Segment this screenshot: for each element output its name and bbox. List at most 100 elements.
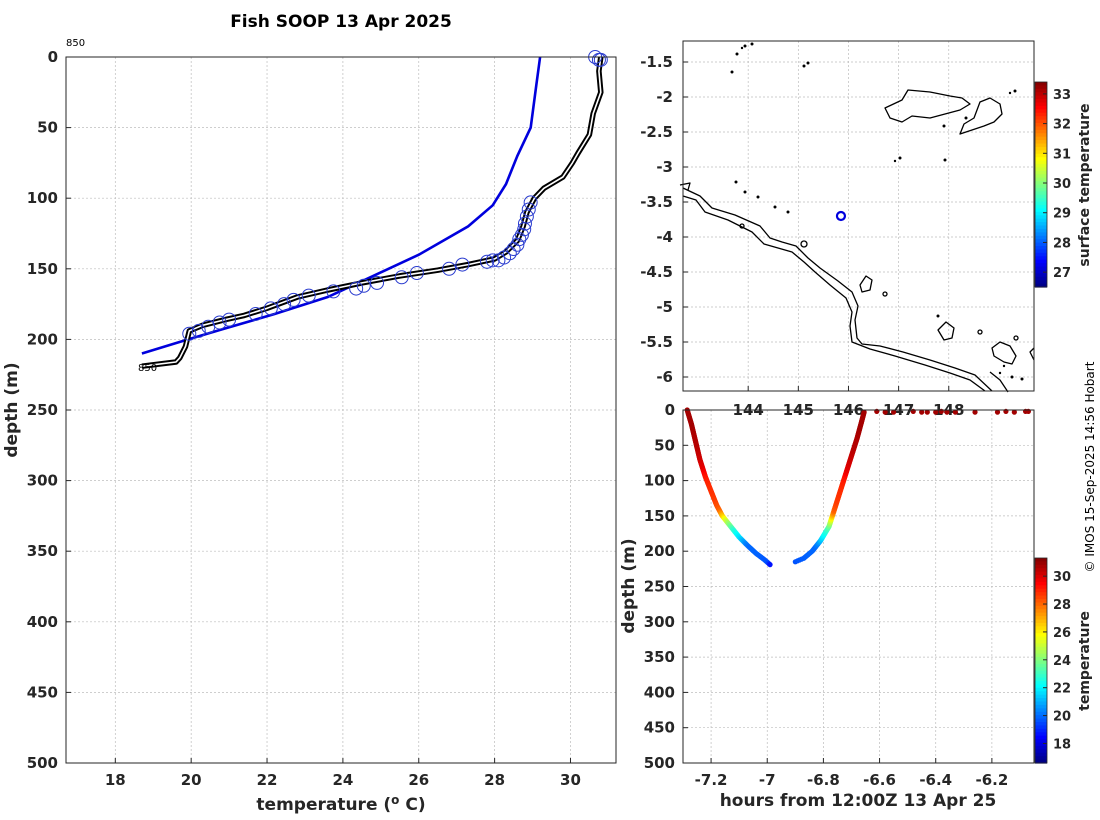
surface-temperature-colorbar-tick-label: 32 <box>1053 118 1071 133</box>
map-ytick-label: -6 <box>656 368 673 386</box>
surface-temperature-colorbar-swatch <box>1035 119 1047 124</box>
coastline-outer <box>682 187 993 392</box>
flagged-point <box>510 237 525 252</box>
profile-axes-box <box>65 56 617 764</box>
map-ticks: 144145146147148-1.5-2-2.5-3-3.5-4-4.5-5-… <box>640 53 964 419</box>
flagged-point <box>506 242 521 257</box>
temperature-colorbar-swatch <box>1035 616 1047 621</box>
temperature-colorbar-swatch <box>1035 722 1047 727</box>
depth-time-ytick-label: 450 <box>644 719 675 737</box>
coast-se <box>989 371 1009 393</box>
flagged-point <box>349 281 364 296</box>
surface-temperature-colorbar-swatch <box>1035 85 1047 90</box>
surface-point <box>919 409 925 415</box>
temperature-colorbar-swatch <box>1035 732 1047 737</box>
profile-xtick-label: 24 <box>332 771 353 789</box>
temperature-colorbar-tick-label: 28 <box>1053 598 1071 613</box>
map-ytick-label: -2.5 <box>640 123 673 141</box>
depth-time-xtick-label: -7 <box>759 771 776 789</box>
surface-temperature-colorbar-label: surface temperature <box>1077 103 1093 266</box>
surface-point <box>933 409 939 415</box>
depth-time-ticks: -7.2 -7 -6.8 -6.6 -6.4 -6.2 0 50 100 150 200 250 300… <box>644 401 1009 789</box>
depth-time-ylabel: depth (m) <box>619 538 639 633</box>
depth-time-ytick-label: 50 <box>654 436 675 454</box>
temperature-colorbar-swatch <box>1035 592 1047 597</box>
temperature-colorbar-swatch <box>1035 640 1047 645</box>
temperature-colorbar-swatch <box>1035 633 1047 638</box>
temperature-colorbar-swatch <box>1035 575 1047 580</box>
surface-temperature-colorbar-swatch <box>1035 242 1047 247</box>
island-east <box>959 97 1003 135</box>
flagged-point <box>263 301 278 316</box>
surface-temperature-colorbar-swatch <box>1035 95 1047 100</box>
surface-temperature-colorbar-swatch <box>1035 283 1047 288</box>
surface-temperature-colorbar-swatch <box>1035 133 1047 138</box>
surface-temperature-colorbar-swatch <box>1035 225 1047 230</box>
profile-annotation-top: 850 <box>66 38 85 49</box>
temperature-colorbar-swatch <box>1035 701 1047 706</box>
profile-xtick-label: 20 <box>181 771 202 789</box>
surface-point <box>924 409 930 415</box>
climatology-line <box>141 56 542 355</box>
temperature-colorbar-tick-label: 26 <box>1053 626 1071 641</box>
profile-ylabel: depth (m) <box>2 362 22 457</box>
surface-temperature-colorbar-tick-label: 33 <box>1053 88 1071 103</box>
surface-temperature-colorbar-swatch <box>1035 170 1047 175</box>
surface-temperature-colorbar-swatch <box>1035 205 1047 210</box>
flagged-point <box>491 253 506 268</box>
surface-point <box>1011 409 1017 415</box>
temperature-colorbar-swatch <box>1035 602 1047 607</box>
profile-xlabel: temperature (o C) <box>256 793 425 815</box>
island-e1 <box>991 341 1017 365</box>
depth-time-xtick-label: -6.4 <box>919 771 952 789</box>
profile-ytick-label: 50 <box>37 119 58 137</box>
surface-temperature-colorbar-swatch <box>1035 167 1047 172</box>
temperature-colorbar-swatch <box>1035 718 1047 723</box>
surface-temperature-colorbar-swatch <box>1035 208 1047 213</box>
map-ytick-label: -5 <box>656 298 673 316</box>
temperature-colorbar-swatch <box>1035 674 1047 679</box>
temperature-colorbar-tick-label: 18 <box>1053 737 1071 752</box>
profile-xtick-label: 30 <box>560 771 581 789</box>
surface-temperature-colorbar-swatch <box>1035 194 1047 199</box>
surface-temperature-colorbar-swatch <box>1035 112 1047 117</box>
temperature-colorbar-tick-label: 24 <box>1053 654 1071 669</box>
surface-temperature-colorbar-swatch <box>1035 269 1047 274</box>
temperature-colorbar-swatch <box>1035 653 1047 658</box>
surface-temperature-colorbar-swatch <box>1035 263 1047 268</box>
profile-annotation-bottom: 850 <box>138 363 157 374</box>
surface-temperature-colorbar-swatch <box>1035 276 1047 281</box>
temperature-colorbar-swatch <box>1035 595 1047 600</box>
temperature-colorbar-swatch <box>1035 704 1047 709</box>
temperature-colorbar-swatch <box>1035 581 1047 586</box>
depth-time-xlabel: hours from 12:00Z 13 Apr 25 <box>720 791 997 811</box>
temperature-colorbar-swatch <box>1035 711 1047 716</box>
temperature-colorbar-swatch <box>1035 646 1047 651</box>
surface-temperature-colorbar-swatch <box>1035 136 1047 141</box>
flagged-point <box>409 266 424 281</box>
map-ytick-label: -2 <box>656 88 673 106</box>
coastline-inner <box>682 195 986 392</box>
flagged-point <box>485 253 500 268</box>
surface-temperature-colorbar-swatch <box>1035 177 1047 182</box>
temperature-colorbar-swatch <box>1035 657 1047 662</box>
temperature-colorbar-swatch <box>1035 725 1047 730</box>
surface-temperature-colorbar-swatch <box>1035 273 1047 278</box>
credit-text: © IMOS 15-Sep-2025 14:56 Hobart <box>1083 361 1097 572</box>
flagged-point <box>301 288 316 303</box>
temperature-colorbar-swatch <box>1035 605 1047 610</box>
surface-temperature-colorbar-swatch <box>1035 280 1047 285</box>
flagged-point <box>593 52 608 67</box>
flagged-point <box>480 254 495 269</box>
surface-temperature-colorbar-swatch <box>1035 88 1047 93</box>
surface-temperature-colorbar-swatch <box>1035 228 1047 233</box>
surface-temperature-colorbar-swatch <box>1035 174 1047 179</box>
depth-time-ytick-label: 150 <box>644 507 675 525</box>
flagged-point <box>517 222 532 237</box>
profile-ytick-label: 0 <box>48 48 58 66</box>
surface-temperature-colorbar-swatch <box>1035 109 1047 114</box>
temperature-colorbar-swatch <box>1035 558 1047 563</box>
upcast-point <box>861 409 867 415</box>
temperature-colorbar-swatch <box>1035 742 1047 747</box>
flagged-point <box>182 326 197 341</box>
